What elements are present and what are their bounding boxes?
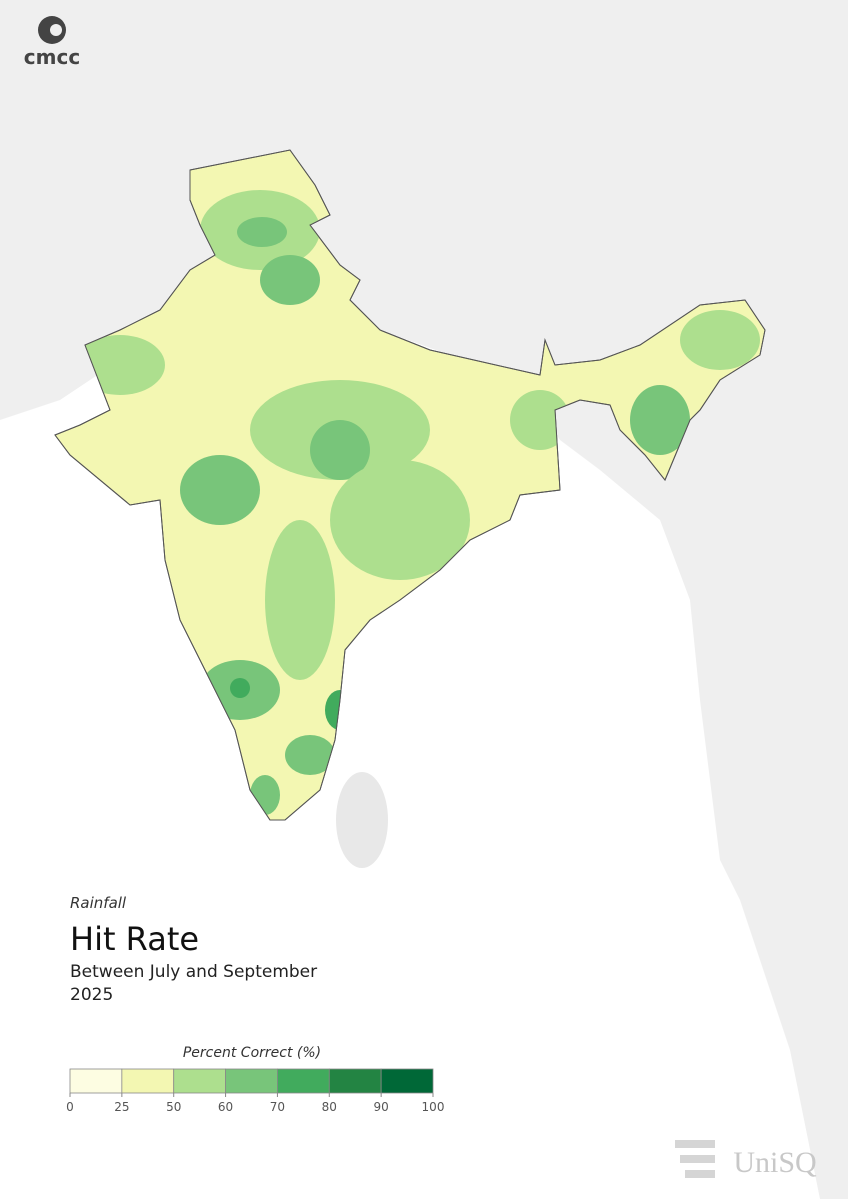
legend-swatch [380,1068,434,1094]
year: 2025 [70,985,113,1005]
legend-tick-label: 50 [166,1100,181,1114]
legend-swatch [173,1068,226,1094]
legend-tick-label: 80 [322,1100,337,1114]
title: Hit Rate [70,920,199,958]
legend-swatch [121,1068,175,1094]
legend-swatch [277,1068,330,1094]
logo-text: cmcc [24,45,80,69]
sri-lanka [336,772,388,868]
legend-tick-label: 0 [66,1100,74,1114]
legend-tick-label: 25 [114,1100,129,1114]
legend-tick-label: 90 [374,1100,389,1114]
footer-logo-mark [675,1140,715,1178]
legend-tick-label: 70 [270,1100,285,1114]
legend-swatch [69,1068,123,1094]
period: Between July and September [70,962,317,982]
variable: Rainfall [70,894,127,912]
logo-mark-inner [50,24,62,36]
footer-logo: UniSQ [733,1146,817,1179]
legend-title: Percent Correct (%) [183,1045,321,1061]
legend: 0 25 50 60 70 80 90 100 [66,1068,445,1114]
legend-tick-label: 100 [422,1100,445,1114]
legend-swatch [328,1068,382,1094]
legend-swatch [225,1068,278,1094]
legend-tick-label: 60 [218,1100,233,1114]
